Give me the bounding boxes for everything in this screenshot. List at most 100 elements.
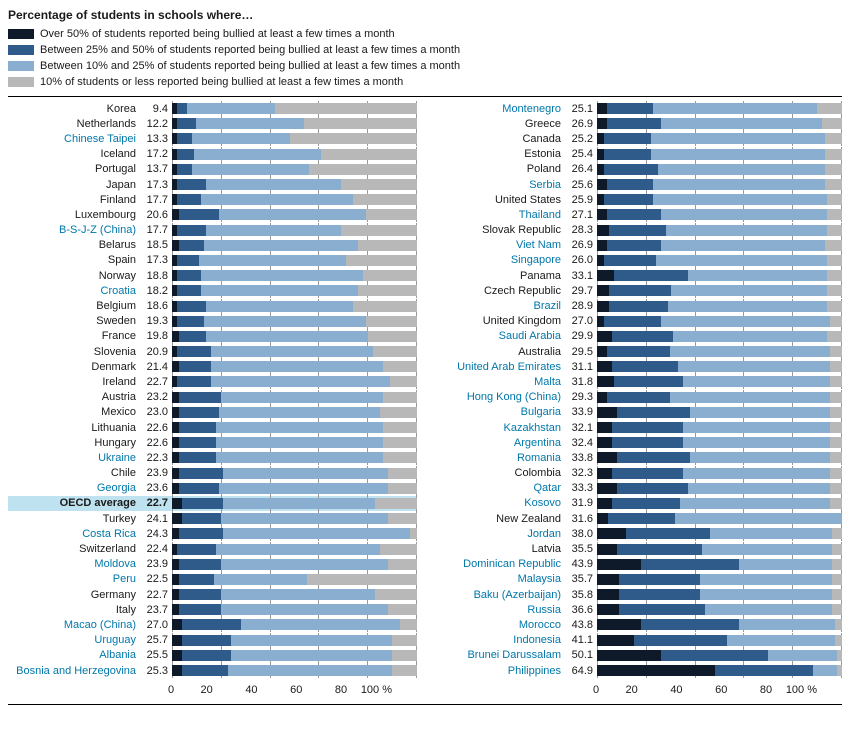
bar-segment (177, 255, 199, 266)
bar-segment (597, 240, 607, 251)
bar-segment (661, 209, 828, 220)
bar-segment (383, 422, 417, 433)
value-label: 20.6 (140, 209, 172, 221)
bar-segment (172, 468, 179, 479)
data-row: Moldova23.9 (8, 557, 417, 572)
bar-segment (177, 346, 211, 357)
bar-area (172, 483, 417, 494)
bar-segment (179, 604, 221, 615)
bar-segment (172, 240, 179, 251)
data-row: Czech Republic29.7 (433, 283, 842, 298)
value-label: 25.5 (140, 649, 172, 661)
bar-segment (179, 361, 211, 372)
bar-segment (597, 604, 619, 615)
bar-segment (192, 164, 310, 175)
data-row: Serbia25.6 (433, 177, 842, 192)
legend-swatch (8, 29, 34, 39)
bar-segment (388, 604, 417, 615)
country-label: United Kingdom (433, 315, 565, 327)
bar-segment (825, 164, 842, 175)
bar-segment (346, 255, 417, 266)
country-label: Finland (8, 194, 140, 206)
bar-segment (177, 179, 206, 190)
data-row: Georgia23.6 (8, 481, 417, 496)
country-label: Hong Kong (China) (433, 391, 565, 403)
bar-segment (604, 194, 653, 205)
country-label: Italy (8, 604, 140, 616)
axis-tick: 20 (201, 684, 213, 702)
axis-tick: 0 (593, 684, 599, 702)
bar-segment (219, 209, 366, 220)
bar-segment (597, 589, 619, 600)
data-row: France19.8 (8, 329, 417, 344)
country-label: Ukraine (8, 452, 140, 464)
value-label: 17.7 (140, 224, 172, 236)
bar-segment (597, 316, 604, 327)
bar-segment (688, 483, 830, 494)
legend-label: 10% of students or less reported being b… (40, 74, 403, 90)
bar-segment (182, 650, 231, 661)
bar-area (597, 468, 842, 479)
bar-segment (410, 528, 417, 539)
value-label: 12.2 (140, 118, 172, 130)
bar-segment (172, 209, 179, 220)
chart-panels: Korea9.4Netherlands12.2Chinese Taipei13.… (8, 96, 842, 705)
data-row: Canada25.2 (433, 131, 842, 146)
data-row: Morocco43.8 (433, 617, 842, 632)
country-label: Costa Rica (8, 528, 140, 540)
bar-segment (609, 301, 668, 312)
country-label: Thailand (433, 209, 565, 221)
bar-segment (830, 376, 842, 387)
value-label: 23.2 (140, 391, 172, 403)
country-label: Uruguay (8, 634, 140, 646)
bar-segment (172, 392, 179, 403)
country-label: Lithuania (8, 422, 140, 434)
bar-segment (211, 361, 383, 372)
bar-segment (597, 346, 607, 357)
bar-area (597, 331, 842, 342)
data-row: Kazakhstan32.1 (433, 420, 842, 435)
value-label: 33.1 (565, 270, 597, 282)
data-row: Belarus18.5 (8, 238, 417, 253)
data-row: Chinese Taipei13.3 (8, 131, 417, 146)
bar-segment (177, 149, 194, 160)
value-label: 27.0 (565, 315, 597, 327)
data-row: Latvia35.5 (433, 541, 842, 556)
bar-segment (216, 544, 380, 555)
bar-segment (837, 665, 842, 676)
bar-segment (221, 513, 388, 524)
bar-segment (177, 133, 192, 144)
value-label: 33.8 (565, 452, 597, 464)
bar-segment (231, 635, 393, 646)
bar-area (172, 604, 417, 615)
country-label: Spain (8, 254, 140, 266)
bar-area (597, 361, 842, 372)
country-label: Turkey (8, 513, 140, 525)
data-row: Greece26.9 (433, 116, 842, 131)
bar-area (597, 346, 842, 357)
bar-segment (179, 483, 218, 494)
bar-segment (614, 270, 688, 281)
bar-area (597, 635, 842, 646)
bar-area (597, 619, 842, 630)
bar-area (172, 240, 417, 251)
bar-segment (211, 346, 373, 357)
bar-segment (172, 665, 182, 676)
country-label: Netherlands (8, 118, 140, 130)
bar-area (597, 483, 842, 494)
bar-area (597, 179, 842, 190)
bar-segment (206, 331, 368, 342)
bar-area (172, 513, 417, 524)
bar-segment (388, 468, 417, 479)
bar-segment (204, 316, 366, 327)
bar-segment (675, 513, 842, 524)
bar-area (172, 498, 417, 509)
axis-tick: 20 (626, 684, 638, 702)
bar-segment (609, 285, 670, 296)
value-label: 27.1 (565, 209, 597, 221)
bar-segment (825, 240, 842, 251)
country-label: Montenegro (433, 103, 565, 115)
bar-segment (827, 225, 842, 236)
country-label: Colombia (433, 467, 565, 479)
country-label: Brazil (433, 300, 565, 312)
